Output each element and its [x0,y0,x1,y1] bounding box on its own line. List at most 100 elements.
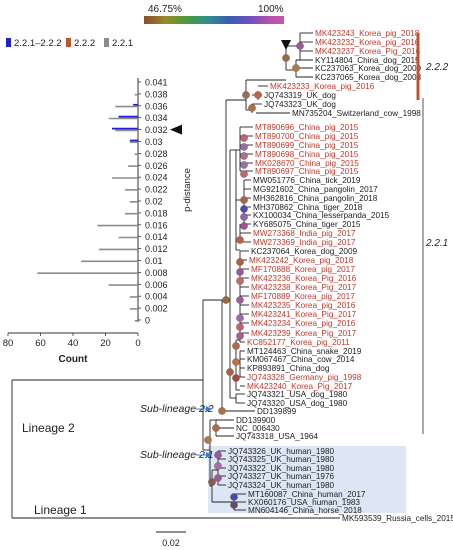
tip-label: JQ743322_UK_human_1980 [228,464,335,473]
legend-swatch [66,38,71,47]
tip-label: MT890696_China_pig_2015 [255,123,359,132]
node-support-marker [222,296,230,304]
node-support-marker [236,296,244,304]
tip-label: MH362816_China_pangolin_2018 [253,194,378,203]
tip-label: JQ743320_USA_dog_1980 [247,399,348,408]
legend-swatch [6,38,11,47]
tip-label: KC237065_Korea_dog_2008 [315,73,422,82]
hist-y-tick-label: 0.041 [145,78,168,88]
scale-bar-label: 0.02 [162,538,180,548]
sublineage-2-2-label: Sub-lineage 2.2 [140,403,214,415]
tip-label: MK423233_Korea_pig_2016 [270,82,375,91]
node-support-marker [240,205,248,213]
hist-y-tick-label: 0.03 [145,137,163,147]
node-support-marker [240,134,248,142]
tip-label: JQ743319_UK_dog [264,91,336,100]
tip-label: KM067467_China_cow_2014 [247,355,355,364]
histogram-legend: 2.2.1–2.2.2 2.2.2 2.2.1 [6,38,133,49]
legend-swatch [104,38,109,47]
tip-label: MK423243_Korea_pig_2018 [315,29,420,38]
node-support-marker [218,407,226,415]
tip-label: MT890699_China_pig_2015 [255,141,359,150]
tip-label: KC852177_Korea_pig_2011 [247,338,350,347]
node-support-marker [214,451,222,459]
tip-label: MW273368_India_pig_2017 [253,229,356,238]
tip-label: JQ743325_UK_human_1980 [228,455,335,464]
node-support-marker [204,436,212,444]
tip-label: JQ743327_UK_human_1976 [228,472,335,481]
node-support-marker [236,323,244,331]
hist-y-tick-label: 0.026 [145,161,168,171]
node-support-marker [236,332,244,340]
node-support-marker [226,368,234,376]
node-support-marker [236,236,244,244]
colorbar-min-label: 46.75% [148,4,182,15]
tip-label: MK423240_Korea_Pig_2017 [247,382,353,391]
hist-x-tick-label: 20 [100,338,111,349]
node-support-marker [292,64,300,72]
tip-label: JQ743324_UK_human_1980 [228,481,335,490]
node-support-marker [240,143,248,151]
hist-y-tick-label: 0.002 [145,304,168,314]
hist-y-tick-label: 0.02 [145,197,163,207]
colorbar-gradient [144,16,284,24]
tip-label: JQ743328_Germany_pig_1998 [247,373,362,382]
hist-y-tick-label: 0.032 [145,125,168,135]
tip-label: MF170889_Korea_pig_2017 [251,292,355,301]
hist-y-tick-label: 0.008 [145,268,168,278]
node-support-marker [240,196,248,204]
hist-y-tick-label: 0.038 [145,89,168,99]
tip-label: MT124463_China_snake_2019 [247,347,362,356]
node-support-marker [232,374,240,382]
tip-label: MW051776_China_tick_2019 [253,176,361,185]
lineage-2-label: Lineage 2 [22,421,75,435]
lineage-1-label: Lineage 1 [34,503,87,517]
tip-label: MK423232_Korea_pig_2016 [315,38,420,47]
hist-x-tick-label: 80 [3,338,14,349]
tip-label: MK423237_Korea_Pig_2016 [315,47,421,56]
tip-label: KX100034_China_lesserpanda_2015 [253,211,390,220]
p-distance-histogram: 0.0410.0380.0360.0340.0320.030.0280.0260… [3,78,193,366]
hist-y-tick-label: 0.034 [145,113,168,123]
node-support-marker [296,42,304,50]
tip-label: KX060176_USA_human_1983 [248,498,360,507]
tip-label: MK593539_Russia_cells_2015 [342,514,453,523]
tip-label: MK423235_Korea_pig_2016 [251,301,356,310]
tip-label: KP893891_China_dog [247,364,330,373]
color-scale: 46.75% 100% [144,4,284,24]
hist-y-tick-label: 0.024 [145,173,168,183]
hist-y-tick-label: 0.016 [145,220,168,230]
hist-x-tick-label: 40 [68,338,79,349]
tip-label: KY685075_China_tiger_2015 [253,220,361,229]
tip-label: MK423242_Korea_pig_2018 [249,256,354,265]
node-support-marker [248,104,256,112]
tip-label: MK423234_Korea_pig_2016 [251,319,356,328]
tip-label: MG921602_China_pangolin_2017 [253,185,378,194]
tip-label: JQ743323_UK_dog [264,100,336,109]
tip-label: MT160087_China_human_2017 [248,490,366,499]
legend-label: 2.2.1 [112,38,133,49]
tip-label: JQ743318_USA_1964 [236,432,318,441]
node-support-marker [208,478,216,486]
node-support-marker [232,342,240,350]
sublineage-2-1-arrowhead [206,452,212,458]
branch-marker-arrow [281,40,291,50]
legend-label: 2.2.1–2.2.2 [14,38,62,49]
node-support-marker [212,424,220,432]
tip-label: MN604146_China_horse_2018 [248,506,362,515]
tip-label: DD139900 [236,416,276,425]
tip-label: MK423238_Korea_Pig_2017 [251,283,357,292]
tip-label: MT890700_China_pig_2015 [255,132,359,141]
node-support-marker [232,358,240,366]
hist-y-tick-label: 0.004 [145,292,168,302]
node-support-marker [230,501,238,509]
node-support-marker [240,161,248,169]
tip-label: KY114804_China_dog_2015 [315,56,420,65]
node-support-marker [214,462,222,470]
legend-label: 2.2.2 [74,38,95,49]
node-support-marker [282,54,290,62]
sublineage-2-1-label: Sub-lineage 2.1 [140,449,214,461]
tip-label: KC237064_Korea_dog_2009 [251,247,358,256]
node-support-marker [236,277,244,285]
